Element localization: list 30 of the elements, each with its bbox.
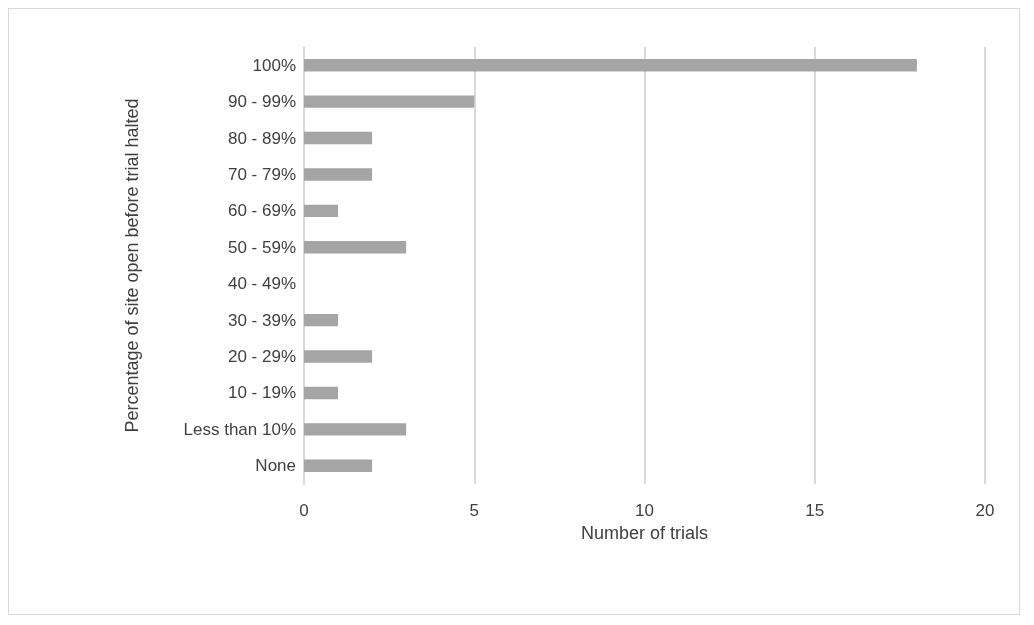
y-tick-label: 70 - 79% — [227, 164, 296, 184]
x-tick-label: 10 — [635, 501, 654, 520]
y-tick-label: 30 - 39% — [227, 310, 296, 330]
y-tick-label: 20 - 29% — [227, 347, 296, 367]
x-tick-label: 5 — [469, 501, 479, 520]
y-tick-label: 40 - 49% — [227, 274, 296, 294]
x-tick-label: 0 — [299, 501, 309, 520]
bar — [304, 423, 407, 436]
bar — [304, 459, 373, 472]
x-axis-title: Number of trials — [580, 523, 709, 543]
y-tick-label: 10 - 19% — [227, 383, 296, 403]
y-tick-label: None — [255, 456, 296, 476]
y-axis-title: Percentage of site open before trial halted — [122, 98, 142, 433]
y-tick-label: 50 - 59% — [227, 237, 296, 257]
bar — [304, 241, 407, 254]
x-tick-label: 20 — [975, 501, 995, 520]
bar — [304, 386, 339, 400]
y-tick-label: Less than 10% — [183, 419, 296, 439]
bar — [304, 313, 339, 327]
bar — [304, 59, 917, 72]
y-tick-label: 90 - 99% — [227, 92, 296, 112]
x-tick-label: 15 — [805, 501, 825, 520]
y-tick-label: 80 - 89% — [227, 128, 296, 148]
y-tick-label: 100% — [252, 55, 296, 75]
bar — [304, 168, 373, 181]
bar — [304, 204, 339, 218]
y-tick-label: 60 - 69% — [227, 201, 296, 221]
bar — [304, 95, 475, 108]
bar — [304, 131, 373, 145]
bar — [304, 350, 373, 363]
